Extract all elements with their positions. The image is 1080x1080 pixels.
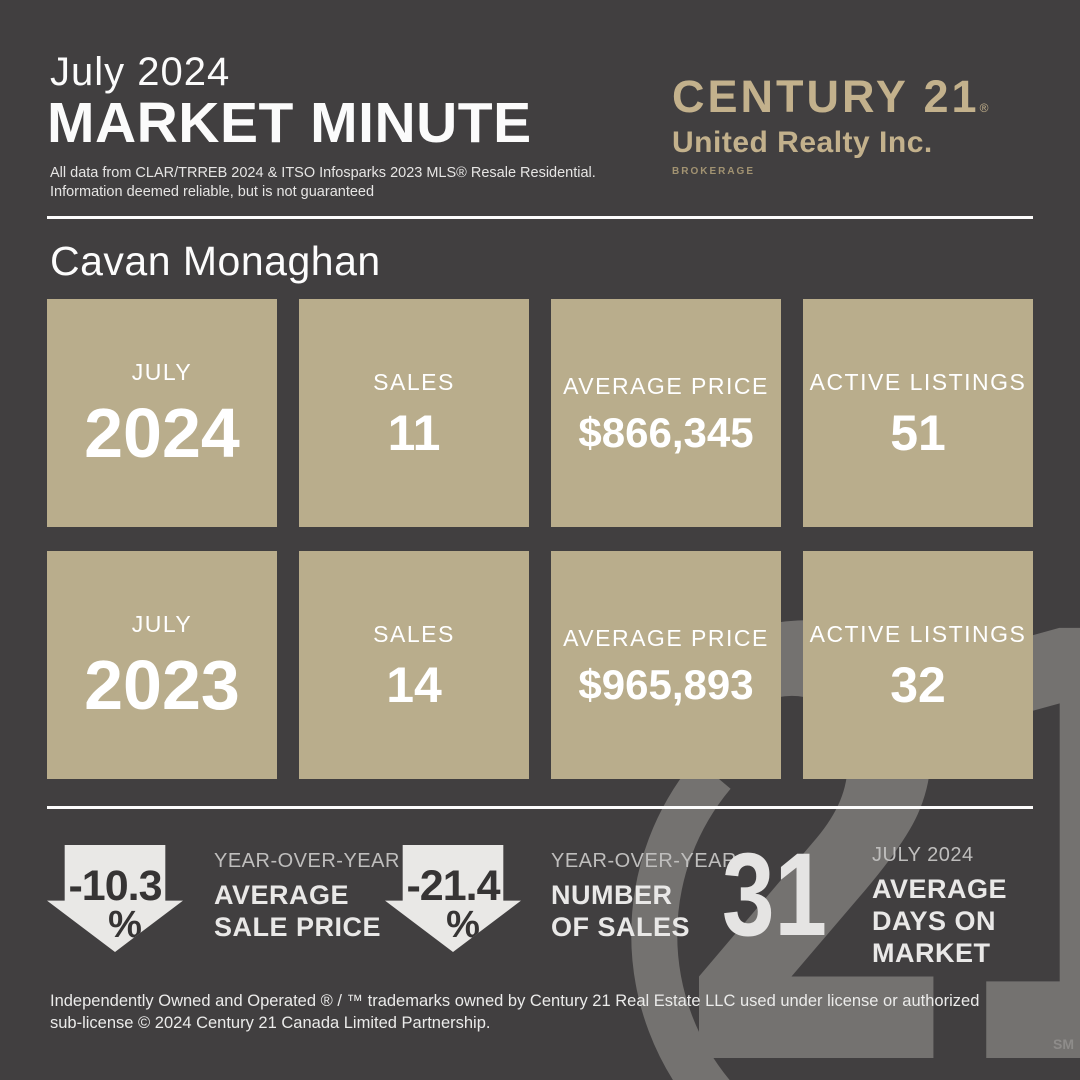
report-period: July 2024 [50, 50, 231, 94]
stat-box-july-2023: JULY 2023 [47, 551, 277, 779]
stat-value: 11 [387, 404, 441, 461]
disclaimer-line-1: All data from CLAR/TRREB 2024 & ITSO Inf… [50, 165, 596, 181]
registered-trademark-symbol: ® [979, 101, 989, 115]
yoy-average-sale-price-label: YEAR-OVER-YEAR AVERAGE SALE PRICE [214, 850, 400, 942]
average-days-on-market-label: JULY 2024 AVERAGE DAYS ON MARKET [872, 844, 1008, 968]
stat-label: SALES [373, 368, 455, 395]
yoy-price-change-value: -10.3 [68, 862, 162, 910]
stat-box-sales-2023: SALES 14 [299, 551, 529, 779]
header-divider [47, 216, 1033, 219]
average-days-on-market-value: 31 [722, 829, 828, 961]
stat-label: AVERAGE PRICE [563, 372, 769, 399]
stat-box-active-listings-2023: ACTIVE LISTINGS 32 [803, 551, 1033, 779]
stat-box-july-2024: JULY 2024 [47, 299, 277, 527]
stat-label: SALES [373, 620, 455, 647]
seal-c-arc [631, 759, 731, 1080]
down-arrow-icon: -10.3 % [47, 845, 183, 952]
stat-label: JULY [131, 610, 193, 637]
service-mark-label: SM [1053, 1036, 1074, 1052]
data-source-disclaimer: All data from CLAR/TRREB 2024 & ITSO Inf… [50, 164, 596, 202]
stat-value: $866,345 [578, 408, 754, 456]
stat-label: ACTIVE LISTINGS [809, 620, 1027, 647]
stats-grid: JULY 2024 SALES 11 AVERAGE PRICE $866,34… [47, 299, 1033, 779]
disclaimer-line-2: Information deemed reliable, but is not … [50, 183, 375, 200]
stat-value: 2023 [84, 645, 240, 724]
stat-label: AVERAGE PRICE [563, 624, 769, 651]
stat-label: ACTIVE LISTINGS [809, 368, 1027, 395]
stat-value: $965,893 [578, 660, 754, 708]
stat-box-average-price-2023: AVERAGE PRICE $965,893 [551, 551, 781, 779]
stat-box-active-listings-2024: ACTIVE LISTINGS 51 [803, 299, 1033, 527]
brand-name: CENTURY 21® [672, 71, 989, 122]
page-title: MARKET MINUTE [47, 91, 532, 155]
legal-footer: Independently Owned and Operated ® / ™ t… [50, 992, 980, 1032]
footer-divider [47, 806, 1033, 809]
brand-logo: CENTURY 21® United Realty Inc. BROKERAGE [672, 74, 988, 177]
brand-company: United Realty Inc. [672, 126, 933, 159]
brand-descriptor: BROKERAGE [672, 166, 756, 177]
yoy-sales-change-value: -21.4 [406, 862, 500, 910]
stat-value: 2024 [84, 393, 240, 472]
stat-label: JULY [131, 358, 193, 385]
stat-value: 51 [890, 404, 946, 461]
yoy-number-of-sales-label: YEAR-OVER-YEAR NUMBER OF SALES [551, 850, 737, 942]
stat-box-average-price-2024: AVERAGE PRICE $866,345 [551, 299, 781, 527]
stat-value: 32 [890, 656, 946, 713]
stat-value: 14 [386, 656, 442, 713]
region-title: Cavan Monaghan [50, 238, 381, 284]
stat-box-sales-2024: SALES 11 [299, 299, 529, 527]
